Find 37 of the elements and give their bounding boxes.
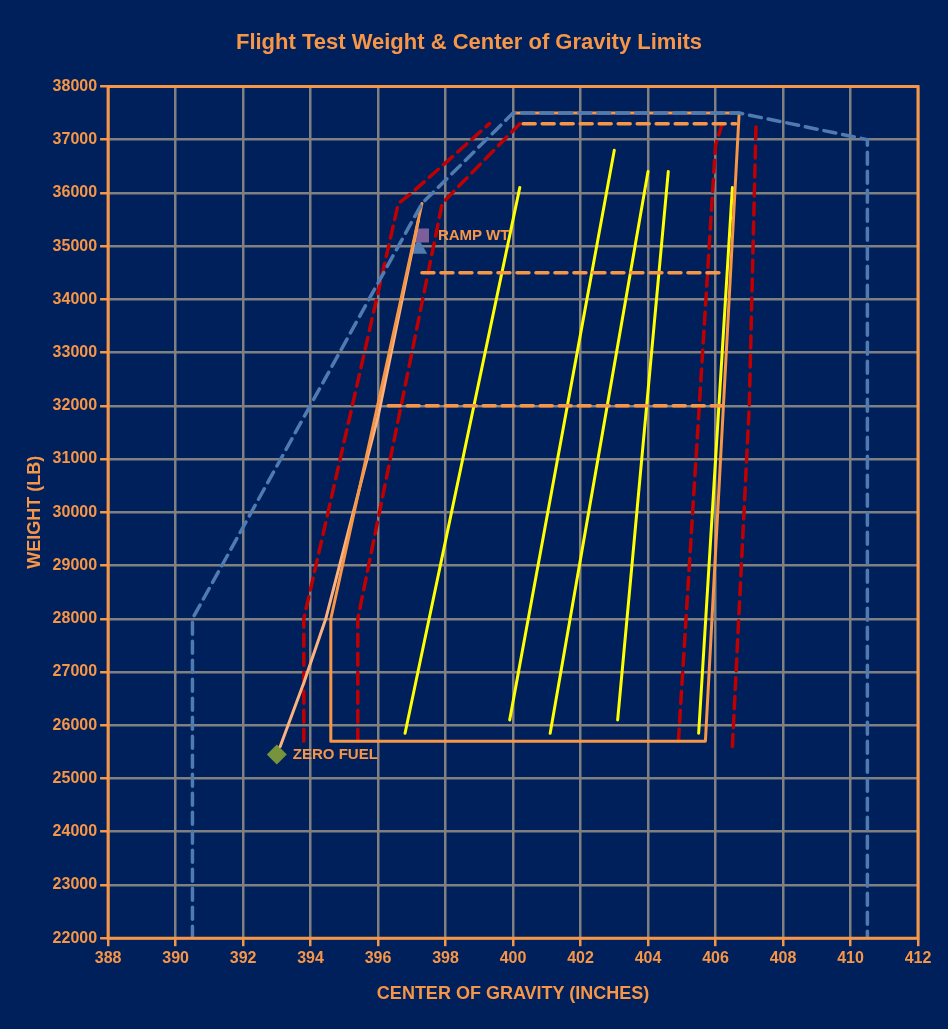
y-tick-label: 23000: [52, 875, 98, 893]
y-tick-label: 38000: [52, 76, 98, 94]
x-tick-label: 398: [432, 949, 459, 967]
y-tick-label: 25000: [52, 768, 98, 786]
x-tick-label: 404: [634, 949, 662, 967]
x-tick-label: 394: [297, 949, 325, 967]
y-tick-label: 22000: [52, 928, 98, 946]
x-tick-label: 406: [702, 949, 729, 967]
x-tick-label: 408: [769, 949, 797, 967]
y-tick-label: 28000: [52, 609, 98, 627]
y-tick-label: 30000: [52, 502, 98, 520]
y-tick-label: 36000: [52, 183, 98, 201]
y-tick-label: 33000: [52, 342, 98, 360]
y-tick-label: 24000: [52, 822, 98, 840]
annotation: ZERO FUEL: [292, 744, 378, 762]
x-tick-label: 396: [364, 949, 392, 967]
x-tick-label: 410: [837, 949, 864, 967]
x-tick-label: 400: [499, 949, 527, 967]
x-tick-label: 412: [904, 949, 932, 967]
line-series: [356, 121, 522, 743]
y-tick-label: 37000: [52, 130, 98, 148]
y-axis-title: WEIGHT (LB): [23, 455, 44, 569]
y-tick-label: 32000: [52, 396, 98, 414]
y-tick-label: 29000: [52, 555, 98, 573]
x-axis-title: CENTER OF GRAVITY (INCHES): [376, 983, 650, 1004]
y-tick-label: 27000: [52, 662, 98, 680]
y-tick-label: 35000: [52, 236, 98, 254]
y-tick-label: 26000: [52, 715, 98, 733]
x-tick-label: 390: [162, 949, 190, 967]
x-tick-label: 388: [94, 949, 122, 967]
y-tick-label: 31000: [52, 449, 98, 467]
line-series: [190, 111, 870, 939]
point: [266, 744, 287, 765]
x-tick-label: 402: [567, 949, 594, 967]
x-tick-label: 392: [229, 949, 257, 967]
y-tick-label: 34000: [52, 289, 98, 307]
chart-title: Flight Test Weight & Center of Gravity Limits: [235, 29, 703, 55]
